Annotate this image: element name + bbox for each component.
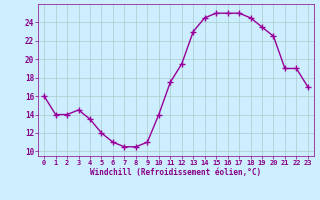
X-axis label: Windchill (Refroidissement éolien,°C): Windchill (Refroidissement éolien,°C) [91,168,261,177]
